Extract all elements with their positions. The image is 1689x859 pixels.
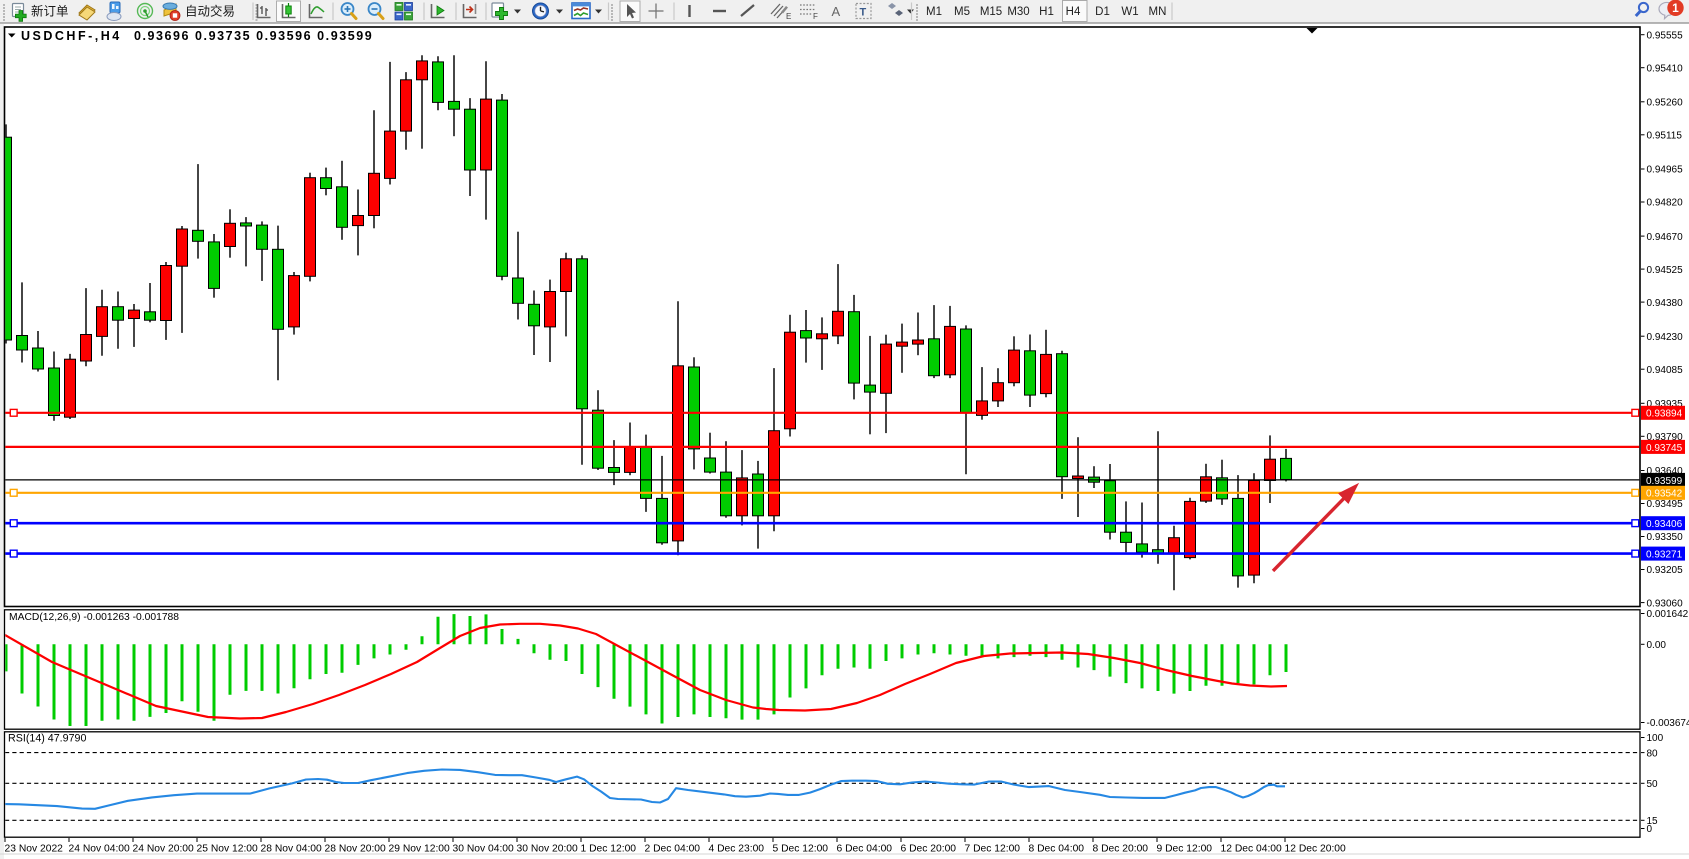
svg-text:-0.003674: -0.003674	[1647, 718, 1689, 729]
svg-text:28 Nov 20:00: 28 Nov 20:00	[325, 844, 387, 855]
svg-text:T: T	[860, 7, 867, 19]
svg-text:M15: M15	[980, 6, 1002, 18]
svg-text:0.94380: 0.94380	[1647, 298, 1684, 309]
svg-text:0.93350: 0.93350	[1647, 532, 1684, 543]
svg-text:0.93745: 0.93745	[1646, 443, 1683, 454]
svg-text:2 Dec 04:00: 2 Dec 04:00	[645, 844, 701, 855]
svg-text:0.93894: 0.93894	[1646, 409, 1683, 420]
svg-text:0.94230: 0.94230	[1647, 332, 1684, 343]
svg-text:0.001642: 0.001642	[1647, 609, 1689, 620]
svg-text:8 Dec 04:00: 8 Dec 04:00	[1029, 844, 1085, 855]
svg-text:25 Nov 12:00: 25 Nov 12:00	[197, 844, 259, 855]
svg-text:0.94525: 0.94525	[1647, 265, 1684, 276]
svg-text:7 Dec 12:00: 7 Dec 12:00	[965, 844, 1021, 855]
svg-text:0.94965: 0.94965	[1647, 165, 1684, 176]
svg-text:0.00: 0.00	[1647, 640, 1667, 651]
svg-text:RSI(14) 47.9790: RSI(14) 47.9790	[8, 733, 86, 745]
svg-text:1: 1	[1672, 1, 1679, 15]
svg-text:0.93640: 0.93640	[1647, 466, 1684, 477]
svg-text:A: A	[832, 4, 841, 19]
svg-text:12 Dec 04:00: 12 Dec 04:00	[1221, 844, 1283, 855]
svg-text:0.93060: 0.93060	[1647, 598, 1684, 609]
svg-text:0.93542: 0.93542	[1646, 489, 1683, 500]
svg-text:M5: M5	[954, 6, 970, 18]
svg-text:12 Dec 20:00: 12 Dec 20:00	[1285, 844, 1347, 855]
svg-text:100: 100	[1647, 733, 1664, 744]
svg-text:5 Dec 12:00: 5 Dec 12:00	[773, 844, 829, 855]
svg-text:W1: W1	[1121, 6, 1138, 18]
svg-text:0.93696 0.93735 0.93596 0.9359: 0.93696 0.93735 0.93596 0.93599	[134, 29, 373, 43]
svg-text:15: 15	[1647, 816, 1659, 827]
svg-text:80: 80	[1647, 748, 1659, 759]
svg-text:0.93599: 0.93599	[1646, 476, 1683, 487]
svg-text:D1: D1	[1095, 6, 1110, 18]
svg-text:0.93205: 0.93205	[1647, 565, 1684, 576]
svg-text:0.94085: 0.94085	[1647, 365, 1684, 376]
svg-text:8 Dec 20:00: 8 Dec 20:00	[1093, 844, 1149, 855]
svg-text:23 Nov 2022: 23 Nov 2022	[5, 844, 64, 855]
svg-text:0.95555: 0.95555	[1647, 30, 1684, 41]
svg-text:24 Nov 20:00: 24 Nov 20:00	[133, 844, 195, 855]
svg-text:F: F	[813, 12, 818, 21]
svg-text:M1: M1	[926, 6, 942, 18]
svg-text:H1: H1	[1039, 6, 1054, 18]
svg-text:50: 50	[1647, 779, 1659, 790]
svg-text:E: E	[786, 12, 791, 21]
svg-text:0.93935: 0.93935	[1647, 399, 1684, 410]
svg-text:0.93271: 0.93271	[1646, 550, 1683, 561]
svg-text:1 Dec 12:00: 1 Dec 12:00	[581, 844, 637, 855]
svg-text:新订单: 新订单	[31, 4, 69, 19]
svg-text:24 Nov 04:00: 24 Nov 04:00	[69, 844, 131, 855]
svg-text:30 Nov 04:00: 30 Nov 04:00	[453, 844, 515, 855]
svg-text:29 Nov 12:00: 29 Nov 12:00	[389, 844, 451, 855]
svg-text:0.93406: 0.93406	[1646, 519, 1683, 530]
svg-text:6 Dec 20:00: 6 Dec 20:00	[901, 844, 957, 855]
svg-text:0.93790: 0.93790	[1647, 432, 1684, 443]
svg-text:0.94820: 0.94820	[1647, 198, 1684, 209]
svg-text:自动交易: 自动交易	[185, 4, 235, 19]
svg-text:6 Dec 04:00: 6 Dec 04:00	[837, 844, 893, 855]
svg-text:MN: MN	[1149, 6, 1167, 18]
svg-text:0.93495: 0.93495	[1647, 499, 1684, 510]
svg-text:28 Nov 04:00: 28 Nov 04:00	[261, 844, 323, 855]
svg-text:0.95260: 0.95260	[1647, 98, 1684, 109]
svg-text:M30: M30	[1007, 6, 1029, 18]
svg-text:0: 0	[1647, 824, 1653, 835]
svg-text:USDCHF-,H4: USDCHF-,H4	[21, 29, 122, 43]
svg-text:0.95410: 0.95410	[1647, 63, 1684, 74]
svg-text:H4: H4	[1066, 6, 1081, 18]
svg-text:0.94670: 0.94670	[1647, 232, 1684, 243]
svg-text:9 Dec 12:00: 9 Dec 12:00	[1157, 844, 1213, 855]
svg-text:30 Nov 20:00: 30 Nov 20:00	[517, 844, 579, 855]
svg-text:4 Dec 23:00: 4 Dec 23:00	[709, 844, 765, 855]
svg-text:MACD(12,26,9) -0.001263 -0.001: MACD(12,26,9) -0.001263 -0.001788	[9, 612, 179, 623]
svg-text:0.95115: 0.95115	[1647, 131, 1683, 142]
